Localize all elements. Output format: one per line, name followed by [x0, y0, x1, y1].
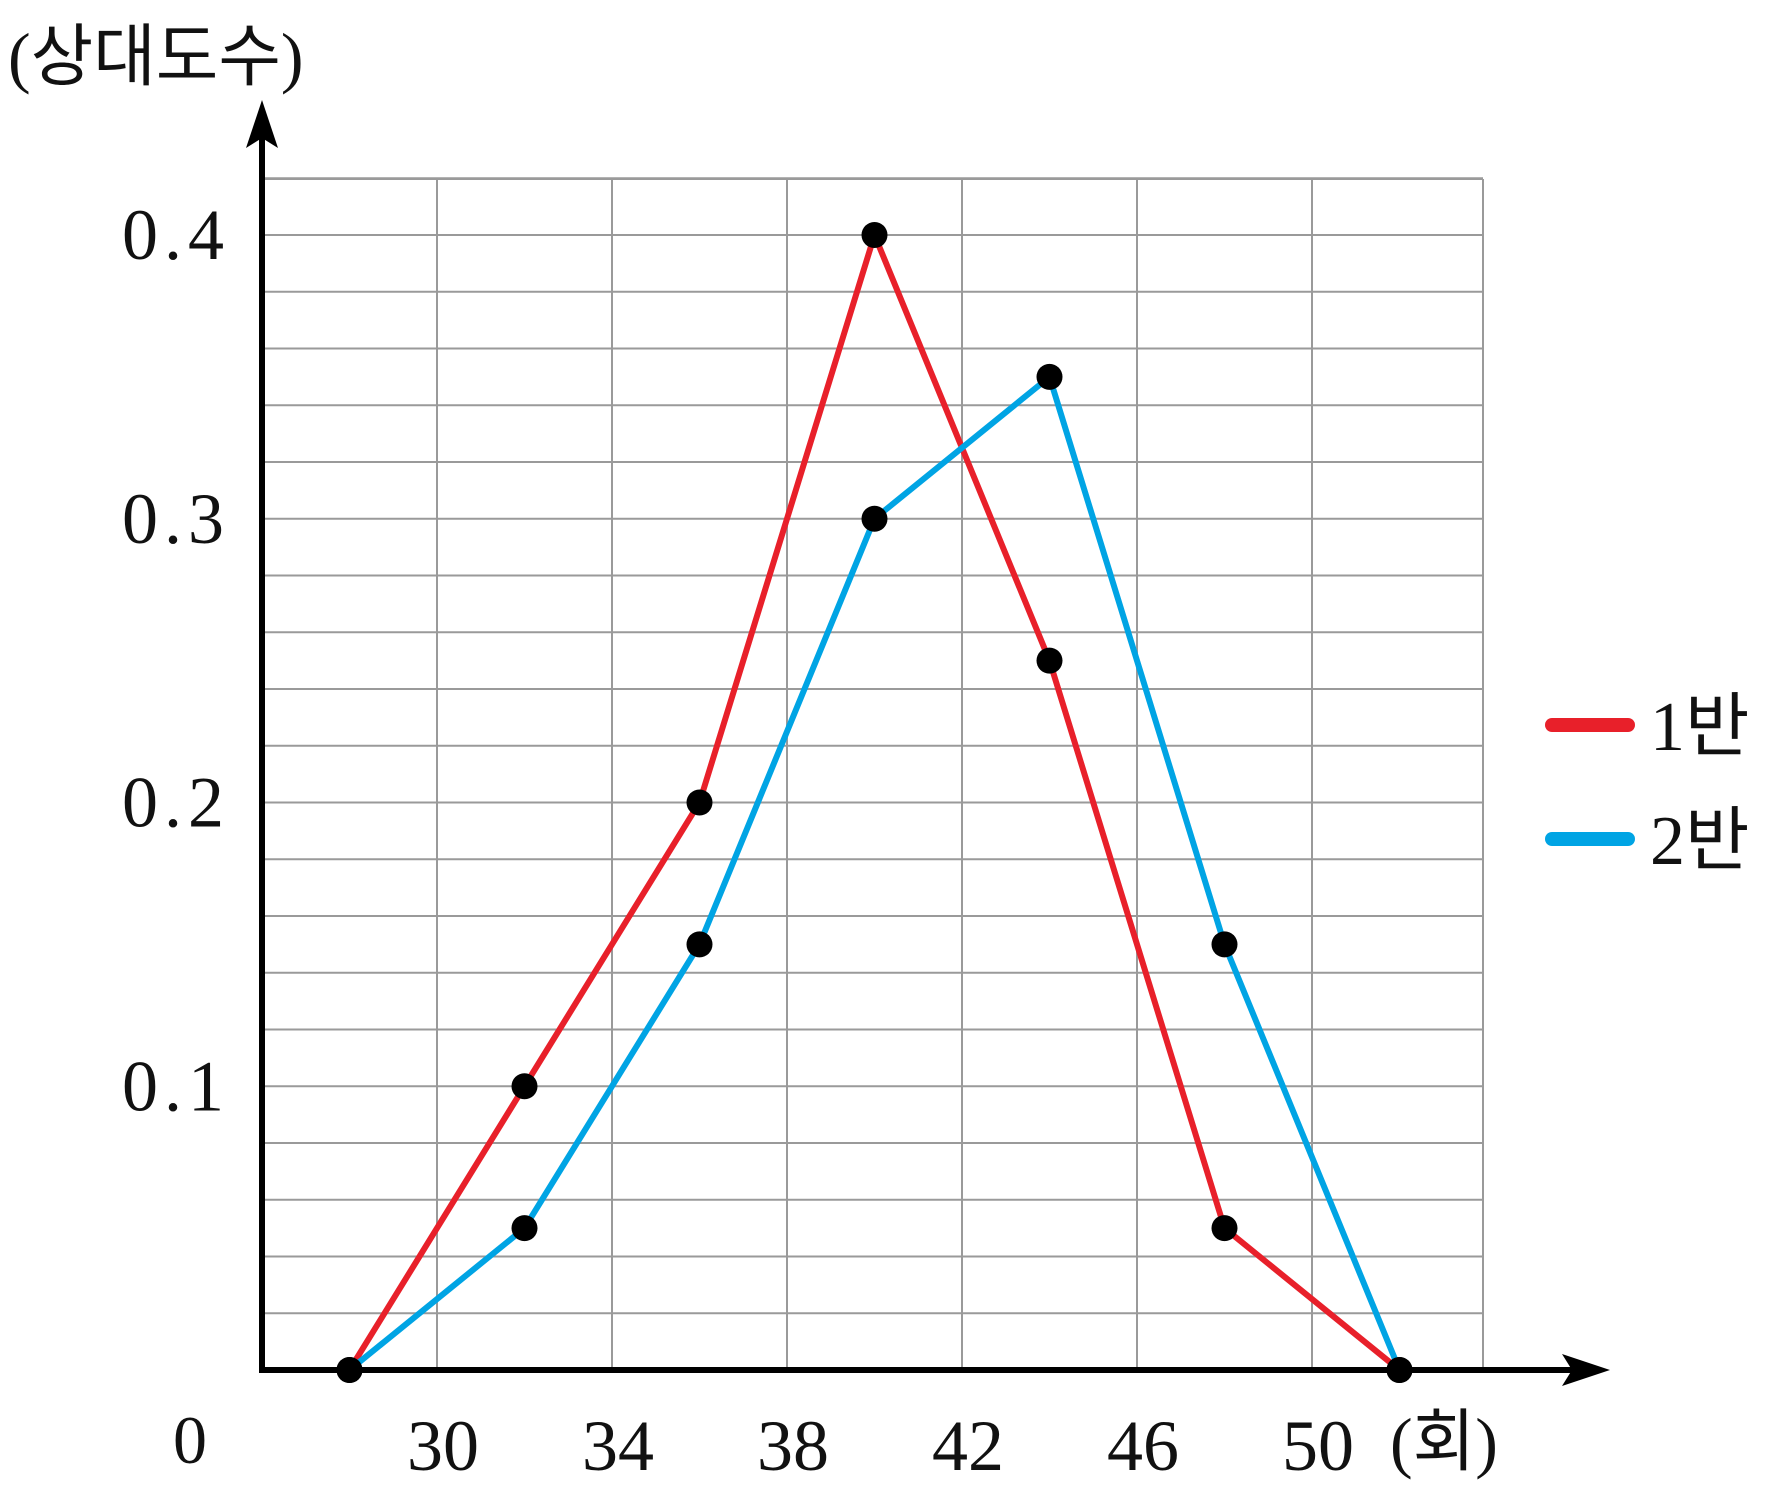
- y-axis-title: (상대도수): [8, 19, 304, 95]
- x-tick-label: 46: [1107, 1406, 1179, 1486]
- y-tick-labels: 0.1 0.2 0.3 0.4: [122, 195, 230, 1126]
- origin-label: 0: [173, 1402, 207, 1478]
- y-tick-label: 0.4: [122, 195, 230, 275]
- x-tick-label: 42: [932, 1406, 1004, 1486]
- data-point-series-1: [511, 1073, 538, 1100]
- x-tick-label: 34: [582, 1406, 654, 1486]
- legend-label-1: 1반: [1650, 689, 1749, 766]
- x-tick-label: 50: [1282, 1406, 1354, 1486]
- axes: [246, 100, 1610, 1386]
- labels: (상대도수) 0 (회): [8, 19, 1498, 1480]
- x-axis-title: (회): [1390, 1404, 1498, 1480]
- data-point-series-2: [1386, 1357, 1413, 1383]
- data-point-series-1: [1036, 647, 1063, 674]
- data-point-series-2: [1036, 363, 1063, 390]
- y-axis-arrow: [246, 100, 278, 148]
- x-axis-arrow: [1562, 1354, 1610, 1386]
- y-tick-label: 0.3: [122, 479, 230, 559]
- x-tick-label: 38: [757, 1406, 829, 1486]
- legend-label-2: 2반: [1650, 803, 1749, 880]
- data-point-series-2: [336, 1357, 363, 1383]
- data-points: [336, 222, 1413, 1383]
- x-tick-label: 30: [407, 1406, 479, 1486]
- y-tick-label: 0.1: [122, 1046, 230, 1126]
- grid: [261, 177, 1484, 1370]
- data-point-series-1: [861, 222, 888, 248]
- x-tick-labels: 30 34 38 42 46 50: [407, 1406, 1354, 1486]
- data-point-series-2: [861, 505, 888, 532]
- data-point-series-2: [686, 931, 713, 958]
- data-point-series-2: [1211, 931, 1238, 958]
- data-point-series-1: [686, 789, 713, 816]
- y-tick-label: 0.2: [122, 763, 230, 843]
- data-point-series-2: [511, 1215, 538, 1242]
- data-point-series-1: [1211, 1215, 1238, 1242]
